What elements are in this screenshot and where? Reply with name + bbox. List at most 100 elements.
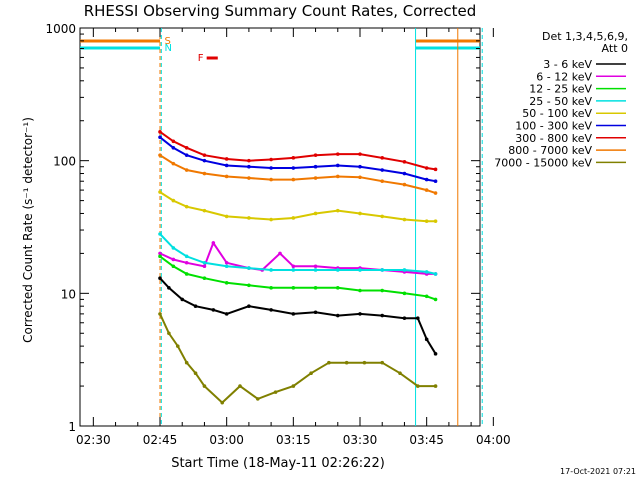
data-point [171, 257, 176, 262]
data-point [171, 264, 176, 269]
data-point [433, 219, 438, 223]
data-point [220, 400, 225, 405]
data-point [247, 158, 251, 163]
x-tick-label: 02:45 [143, 433, 178, 447]
legend-label: 12 - 25 keV [529, 83, 592, 96]
data-point [358, 175, 362, 180]
legend-header-attenuator: Att 0 [602, 42, 628, 55]
data-point [202, 384, 207, 388]
data-point [313, 264, 318, 269]
data-point [175, 344, 180, 348]
series-line [159, 277, 437, 355]
data-point [380, 288, 385, 293]
data-point [269, 308, 273, 312]
data-point [184, 168, 189, 172]
data-point [171, 139, 176, 144]
data-point [269, 157, 273, 162]
data-point [313, 211, 318, 216]
data-point [269, 217, 273, 222]
data-point [184, 204, 189, 209]
data-point [269, 177, 273, 182]
data-point [180, 297, 185, 302]
plot-area: SN F [79, 27, 483, 427]
data-point [335, 208, 340, 213]
flag-label-night: N [164, 43, 171, 54]
data-point [313, 286, 318, 290]
data-point [358, 312, 362, 316]
generation-timestamp: 17-Oct-2021 07:21 [560, 467, 636, 476]
data-point [335, 268, 340, 272]
data-point [402, 182, 407, 187]
data-point [291, 177, 296, 182]
data-point [362, 360, 367, 365]
data-point [158, 130, 162, 134]
data-point [273, 390, 278, 394]
data-point [167, 286, 171, 290]
data-point [380, 179, 385, 184]
y-tick-label: 1 [68, 420, 76, 434]
x-tick-label: 04:00 [476, 433, 511, 447]
data-point [158, 251, 162, 256]
x-tick-label: 02:30 [76, 433, 111, 447]
data-point [224, 163, 229, 168]
data-point [402, 316, 407, 320]
data-point [269, 286, 273, 290]
data-point [291, 312, 296, 316]
data-point [344, 360, 349, 365]
data-point [247, 283, 251, 288]
data-point [335, 152, 340, 156]
data-point [291, 286, 296, 290]
data-point [380, 360, 385, 365]
data-point [211, 308, 216, 312]
data-point [202, 260, 207, 265]
data-point [291, 384, 296, 388]
data-point [358, 211, 362, 216]
data-point [278, 251, 282, 256]
data-point [171, 161, 176, 166]
data-point [433, 167, 438, 172]
data-point [224, 264, 229, 269]
data-point [433, 179, 438, 184]
data-point [193, 371, 198, 376]
data-point [358, 152, 362, 156]
chart-title: RHESSI Observing Summary Count Rates, Co… [84, 2, 477, 20]
data-point [402, 268, 407, 272]
data-point [184, 153, 189, 157]
data-point [224, 281, 229, 285]
data-point [313, 164, 318, 169]
series-line [159, 130, 436, 171]
data-point [247, 164, 251, 169]
data-point [224, 157, 229, 161]
data-point [424, 177, 429, 182]
legend-label: 25 - 50 keV [529, 95, 592, 108]
data-point [224, 260, 229, 265]
data-point [171, 198, 176, 203]
data-point [184, 254, 189, 259]
data-point [358, 288, 362, 293]
data-point [255, 397, 260, 401]
data-point [358, 164, 362, 169]
flag-label-flare: F [198, 53, 204, 64]
data-point [291, 216, 296, 220]
data-point [202, 158, 207, 163]
data-point [224, 174, 229, 179]
data-point [247, 266, 251, 270]
x-axis-label: Start Time (18-May-11 02:26:22) [171, 456, 385, 471]
data-point [380, 156, 385, 160]
data-point [433, 297, 438, 302]
y-tick-label: 1000 [45, 22, 76, 36]
data-point [291, 166, 296, 170]
data-point [202, 153, 207, 157]
data-point [335, 286, 340, 290]
y-tick-label: 100 [53, 155, 76, 169]
data-point [211, 241, 216, 245]
x-tick-label: 03:30 [343, 433, 378, 447]
flag-label-saa: S [164, 36, 170, 47]
data-point [433, 352, 438, 356]
y-tick-label: 10 [61, 287, 76, 301]
data-point [424, 188, 429, 192]
data-point [313, 310, 318, 315]
data-point [247, 176, 251, 180]
data-point [313, 176, 318, 180]
